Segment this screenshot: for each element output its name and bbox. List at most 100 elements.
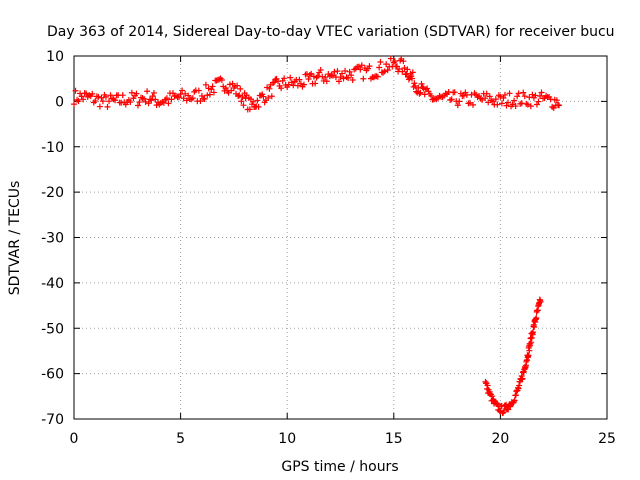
data-point bbox=[238, 98, 245, 105]
data-point bbox=[98, 94, 105, 101]
data-point bbox=[501, 91, 508, 98]
data-point bbox=[254, 97, 261, 104]
data-point bbox=[451, 89, 458, 96]
data-point bbox=[342, 67, 349, 74]
data-point bbox=[234, 82, 241, 89]
data-point bbox=[466, 99, 473, 106]
data-point bbox=[185, 92, 192, 99]
data-point bbox=[454, 102, 461, 109]
y-axis-label: SDTVAR / TECUs bbox=[7, 181, 23, 296]
data-point bbox=[524, 101, 531, 108]
data-point bbox=[133, 90, 140, 97]
data-point bbox=[497, 93, 504, 100]
data-point bbox=[308, 70, 315, 77]
data-point bbox=[494, 101, 501, 108]
marks bbox=[71, 55, 563, 417]
data-point bbox=[409, 69, 416, 76]
data-point bbox=[183, 97, 190, 104]
data-point bbox=[520, 89, 527, 96]
data-point bbox=[412, 82, 419, 89]
data-point bbox=[489, 393, 496, 400]
data-point bbox=[99, 98, 106, 105]
data-point bbox=[339, 70, 346, 77]
data-point bbox=[526, 347, 533, 354]
data-point bbox=[89, 90, 96, 97]
data-point bbox=[421, 91, 428, 98]
data-point bbox=[202, 81, 209, 88]
data-point bbox=[71, 101, 77, 108]
data-point bbox=[95, 93, 102, 100]
data-point bbox=[198, 92, 205, 99]
data-point bbox=[493, 400, 500, 407]
data-point bbox=[118, 99, 125, 106]
data-point bbox=[511, 97, 518, 104]
data-point bbox=[317, 66, 324, 73]
data-point bbox=[428, 92, 435, 99]
data-point bbox=[413, 88, 420, 95]
data-point bbox=[119, 92, 126, 99]
data-point bbox=[80, 96, 87, 103]
data-point bbox=[144, 88, 151, 95]
data-point bbox=[268, 93, 275, 100]
data-point bbox=[152, 96, 159, 103]
data-point bbox=[411, 80, 418, 87]
data-point bbox=[377, 59, 384, 66]
data-point bbox=[530, 329, 537, 336]
data-point bbox=[312, 80, 319, 87]
data-point bbox=[236, 92, 243, 99]
data-point bbox=[102, 93, 109, 100]
data-point bbox=[360, 75, 367, 82]
data-point bbox=[482, 95, 489, 102]
data-point bbox=[538, 89, 545, 96]
data-point bbox=[519, 375, 526, 382]
data-point bbox=[148, 97, 155, 104]
data-point bbox=[195, 87, 202, 94]
x-tick-label: 10 bbox=[278, 431, 296, 447]
y-tick-label: -20 bbox=[41, 185, 64, 201]
data-point bbox=[216, 76, 223, 83]
data-point bbox=[260, 93, 267, 100]
data-point bbox=[213, 77, 220, 84]
data-point bbox=[75, 98, 82, 105]
data-point bbox=[335, 78, 342, 85]
data-point bbox=[271, 79, 278, 86]
data-point bbox=[529, 91, 536, 98]
x-tick-label: 5 bbox=[176, 431, 185, 447]
data-point bbox=[348, 72, 355, 79]
data-point bbox=[205, 85, 212, 92]
x-tick-label: 20 bbox=[491, 431, 509, 447]
data-point bbox=[505, 406, 512, 413]
data-point bbox=[489, 98, 496, 105]
data-point bbox=[415, 84, 422, 91]
data-point bbox=[404, 66, 411, 73]
data-point bbox=[381, 68, 388, 75]
data-point bbox=[527, 103, 534, 110]
data-point bbox=[266, 85, 273, 92]
data-point bbox=[278, 85, 285, 92]
data-point bbox=[180, 95, 187, 102]
data-point bbox=[536, 92, 543, 99]
data-point bbox=[145, 100, 152, 107]
data-point bbox=[72, 87, 79, 94]
data-point bbox=[512, 103, 519, 110]
data-point bbox=[345, 74, 352, 81]
data-point bbox=[240, 102, 247, 109]
data-point bbox=[96, 103, 103, 110]
data-point bbox=[285, 81, 292, 88]
data-point bbox=[509, 101, 516, 108]
data-point bbox=[387, 55, 394, 62]
data-point bbox=[535, 98, 542, 105]
data-point bbox=[168, 96, 175, 103]
data-point bbox=[239, 93, 246, 100]
data-point bbox=[128, 89, 135, 96]
data-point bbox=[322, 74, 329, 81]
data-point bbox=[500, 95, 507, 102]
data-point bbox=[134, 102, 141, 109]
x-axis-label: GPS time / hours bbox=[281, 459, 398, 475]
data-point bbox=[228, 87, 235, 94]
data-point bbox=[384, 67, 391, 74]
y-tick-label: -60 bbox=[41, 367, 64, 383]
data-point bbox=[486, 93, 493, 100]
data-point bbox=[391, 58, 398, 65]
